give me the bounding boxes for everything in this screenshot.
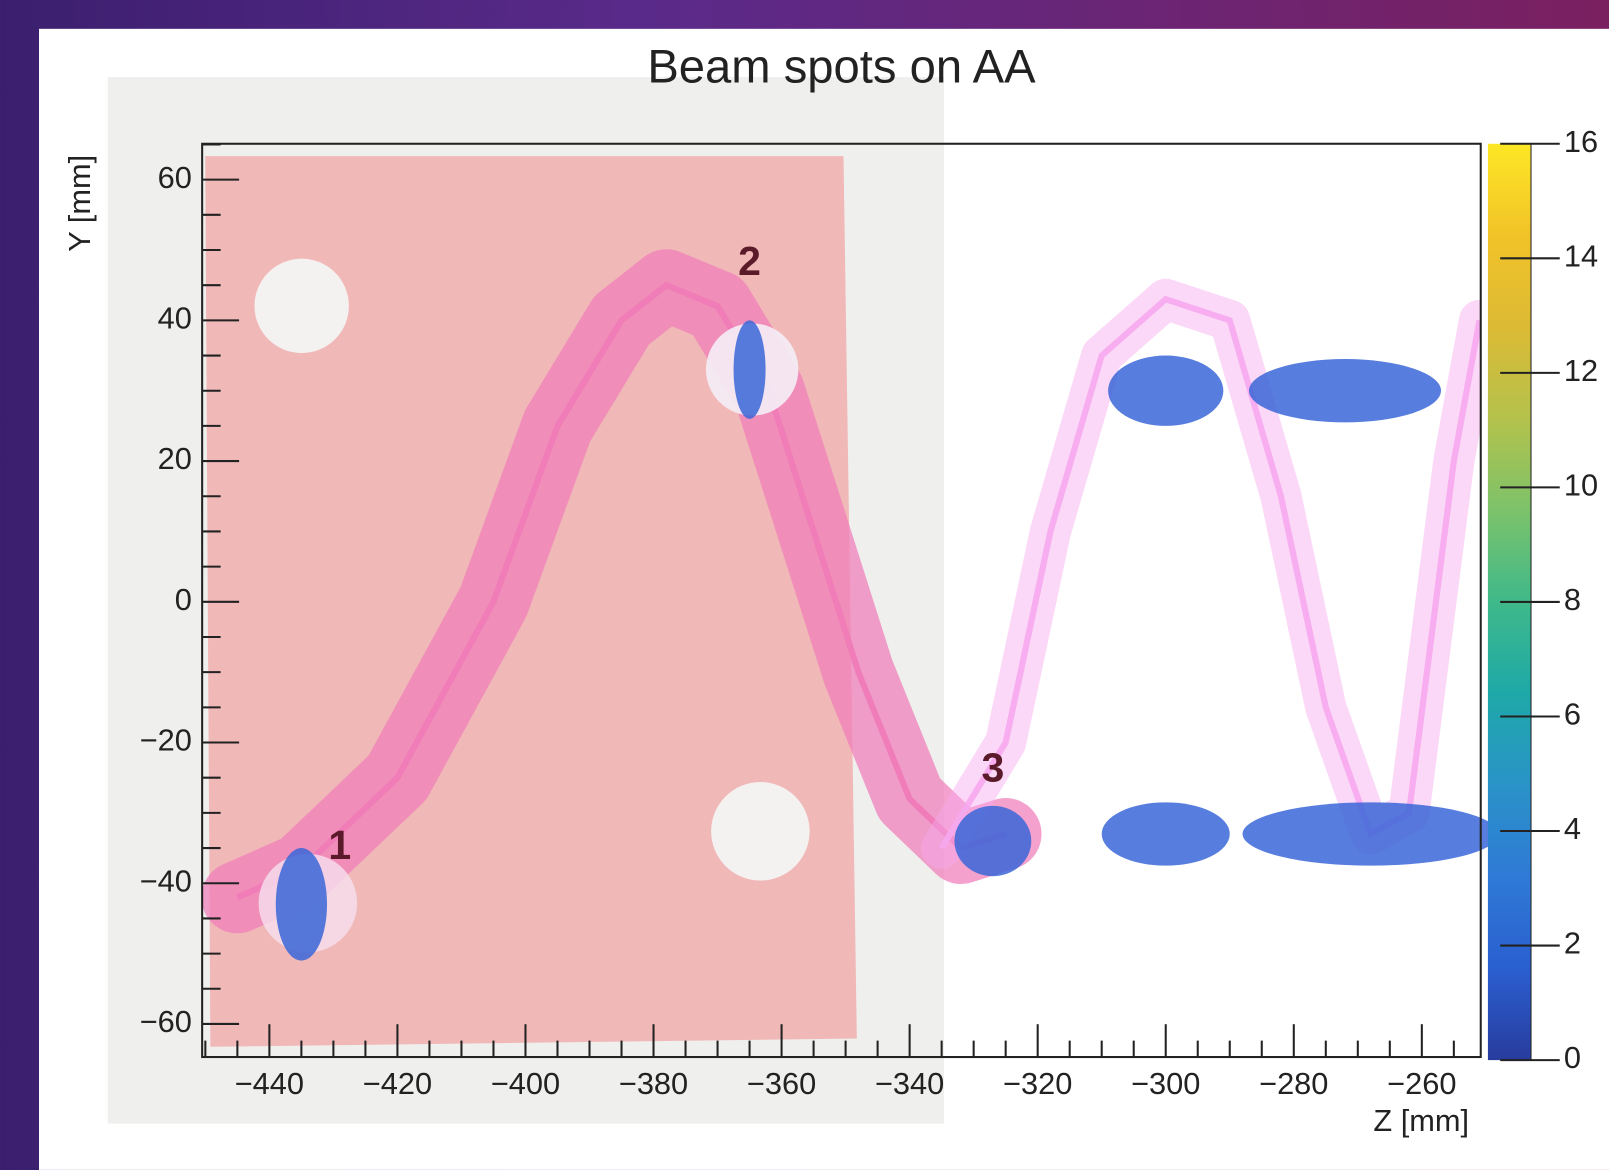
x-tick-label: −400 [491,1066,560,1101]
annotation: 1 [328,822,351,868]
x-tick-label: −280 [1259,1066,1328,1101]
x-tick-label: −300 [1131,1066,1200,1101]
x-tick-label: −340 [875,1066,944,1101]
colorbar-tick-label: 8 [1564,582,1581,617]
beam-spot [1242,802,1499,866]
beam-spots [275,320,1499,961]
beam-spot [733,320,766,419]
x-tick-label: −420 [363,1066,432,1101]
y-tick-label: 0 [175,582,192,617]
beam-spot [1101,802,1230,866]
chart-title: Beam spots on AA [647,40,1036,93]
y-tick-label: −60 [140,1004,192,1039]
colorbar-tick-label: 16 [1564,124,1598,159]
colorbar-tick-label: 2 [1564,926,1581,961]
colorbar-tick-label: 4 [1564,811,1581,846]
hole [254,258,349,354]
x-tick-label: −380 [619,1066,688,1101]
y-axis-label: Y [mm] [62,155,97,252]
y-tick-label: 40 [158,300,192,335]
y-tick-label: 60 [158,160,192,195]
colorbar-tick-label: 14 [1564,238,1598,273]
annotation: 3 [981,745,1004,791]
beam-spot [1108,355,1224,426]
colorbar-tick-label: 0 [1564,1040,1581,1075]
colorbar-tick-label: 6 [1564,697,1581,732]
x-tick-label: −320 [1003,1066,1072,1101]
y-tick-label: −40 [140,863,192,898]
trajectories [202,249,1481,934]
annotation: 2 [738,238,761,284]
trajectory-core [236,281,1007,901]
x-tick-label: −440 [235,1066,304,1101]
x-tick-label: −260 [1387,1066,1456,1101]
trajectory-core [938,295,1481,850]
beam-spot [1248,359,1442,423]
plot-frame [201,142,1482,1059]
colorbar-tick-label: 10 [1564,468,1598,503]
x-axis-label: Z [mm] [1373,1103,1469,1138]
beam-spot [954,805,1032,877]
x-tick-label: −360 [747,1066,816,1101]
y-tick-label: −20 [140,723,192,758]
colorbar-tick-label: 12 [1564,353,1598,388]
beam-spot [275,848,327,961]
hole [711,782,810,881]
y-tick-label: 20 [158,441,192,476]
